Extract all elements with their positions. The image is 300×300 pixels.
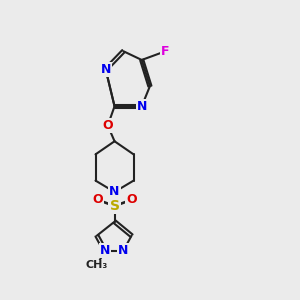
Text: N: N	[100, 244, 110, 257]
Text: N: N	[100, 63, 111, 76]
Text: O: O	[102, 119, 113, 132]
Text: CH₃: CH₃	[86, 260, 108, 270]
Text: N: N	[136, 100, 147, 113]
Text: O: O	[126, 193, 137, 206]
Text: S: S	[110, 199, 119, 213]
Text: F: F	[161, 45, 170, 58]
Text: O: O	[92, 193, 103, 206]
Text: N: N	[110, 185, 120, 199]
Text: N: N	[118, 244, 129, 257]
